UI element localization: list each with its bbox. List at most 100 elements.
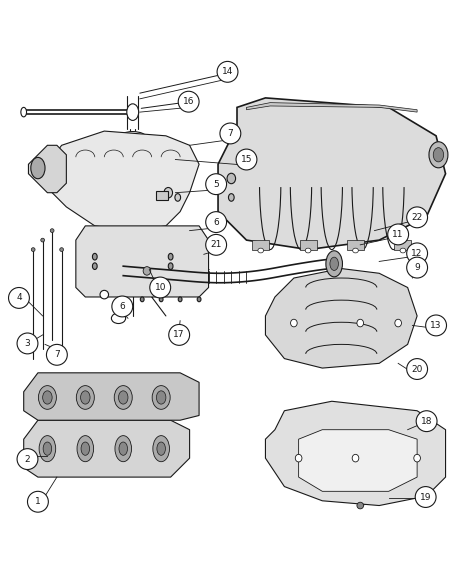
Ellipse shape [39, 436, 56, 462]
Circle shape [9, 288, 29, 308]
Ellipse shape [228, 194, 234, 201]
Text: 19: 19 [420, 493, 431, 501]
Text: 2: 2 [25, 455, 30, 463]
Polygon shape [265, 401, 446, 505]
Ellipse shape [119, 442, 128, 455]
Ellipse shape [118, 132, 147, 145]
Polygon shape [28, 145, 66, 193]
Ellipse shape [156, 391, 166, 404]
Ellipse shape [433, 148, 444, 162]
Bar [156, 191, 168, 200]
Ellipse shape [143, 267, 151, 275]
Ellipse shape [357, 319, 364, 327]
Text: 15: 15 [241, 155, 252, 164]
Ellipse shape [31, 248, 35, 251]
Ellipse shape [140, 297, 144, 302]
Text: 16: 16 [183, 97, 194, 106]
Ellipse shape [76, 386, 94, 409]
Text: 9: 9 [414, 263, 420, 272]
Text: 6: 6 [213, 217, 219, 227]
Ellipse shape [153, 436, 170, 462]
Bar [252, 240, 269, 250]
Ellipse shape [81, 391, 90, 404]
Ellipse shape [159, 297, 163, 302]
Text: 13: 13 [430, 321, 442, 330]
Circle shape [150, 277, 171, 298]
Text: 3: 3 [25, 339, 30, 348]
Text: 5: 5 [213, 179, 219, 189]
Ellipse shape [21, 108, 27, 117]
Ellipse shape [291, 319, 297, 327]
Polygon shape [246, 103, 417, 112]
Text: 22: 22 [411, 213, 423, 222]
Ellipse shape [429, 142, 448, 168]
Ellipse shape [115, 436, 131, 462]
Ellipse shape [295, 454, 302, 462]
Ellipse shape [227, 173, 236, 183]
Circle shape [206, 212, 227, 232]
Ellipse shape [31, 158, 45, 179]
Ellipse shape [305, 248, 311, 253]
Ellipse shape [111, 313, 126, 324]
Ellipse shape [43, 442, 52, 455]
Text: 20: 20 [411, 365, 423, 374]
Circle shape [206, 235, 227, 255]
Circle shape [220, 123, 241, 144]
Circle shape [206, 174, 227, 194]
Bar [300, 240, 317, 250]
Polygon shape [47, 131, 199, 231]
Ellipse shape [258, 248, 264, 253]
Text: 1: 1 [35, 497, 41, 506]
Ellipse shape [81, 442, 90, 455]
Circle shape [407, 359, 428, 380]
Circle shape [27, 491, 48, 512]
Ellipse shape [38, 386, 56, 409]
Ellipse shape [118, 391, 128, 404]
Text: 11: 11 [392, 230, 404, 239]
Ellipse shape [168, 263, 173, 270]
Text: 6: 6 [119, 302, 125, 311]
Ellipse shape [100, 290, 109, 299]
Polygon shape [218, 98, 446, 250]
Text: 10: 10 [155, 283, 166, 292]
Circle shape [407, 243, 428, 264]
Circle shape [17, 448, 38, 470]
Ellipse shape [92, 263, 97, 270]
Ellipse shape [168, 254, 173, 260]
Circle shape [112, 296, 133, 317]
Ellipse shape [77, 436, 94, 462]
Text: 7: 7 [54, 350, 60, 359]
Ellipse shape [60, 248, 64, 251]
Circle shape [178, 91, 199, 112]
Ellipse shape [41, 238, 45, 242]
Ellipse shape [127, 104, 138, 120]
Circle shape [388, 224, 409, 245]
Ellipse shape [157, 442, 165, 455]
Ellipse shape [164, 187, 173, 198]
Ellipse shape [43, 391, 52, 404]
Circle shape [46, 344, 67, 365]
Circle shape [407, 207, 428, 228]
Circle shape [407, 257, 428, 278]
Ellipse shape [175, 194, 181, 201]
Ellipse shape [395, 319, 401, 327]
Ellipse shape [178, 297, 182, 302]
Ellipse shape [92, 254, 97, 260]
Ellipse shape [330, 257, 338, 270]
Polygon shape [299, 430, 417, 491]
Circle shape [415, 486, 436, 507]
Circle shape [217, 62, 238, 82]
Text: 4: 4 [16, 293, 22, 302]
Ellipse shape [152, 386, 170, 409]
Ellipse shape [400, 248, 406, 253]
Ellipse shape [357, 502, 364, 509]
Text: 12: 12 [411, 249, 423, 258]
Text: 17: 17 [173, 331, 185, 339]
Ellipse shape [197, 297, 201, 302]
Text: 7: 7 [228, 129, 233, 138]
Ellipse shape [353, 248, 358, 253]
Ellipse shape [114, 386, 132, 409]
Text: 14: 14 [222, 67, 233, 76]
Bar [347, 240, 364, 250]
Ellipse shape [326, 251, 342, 277]
